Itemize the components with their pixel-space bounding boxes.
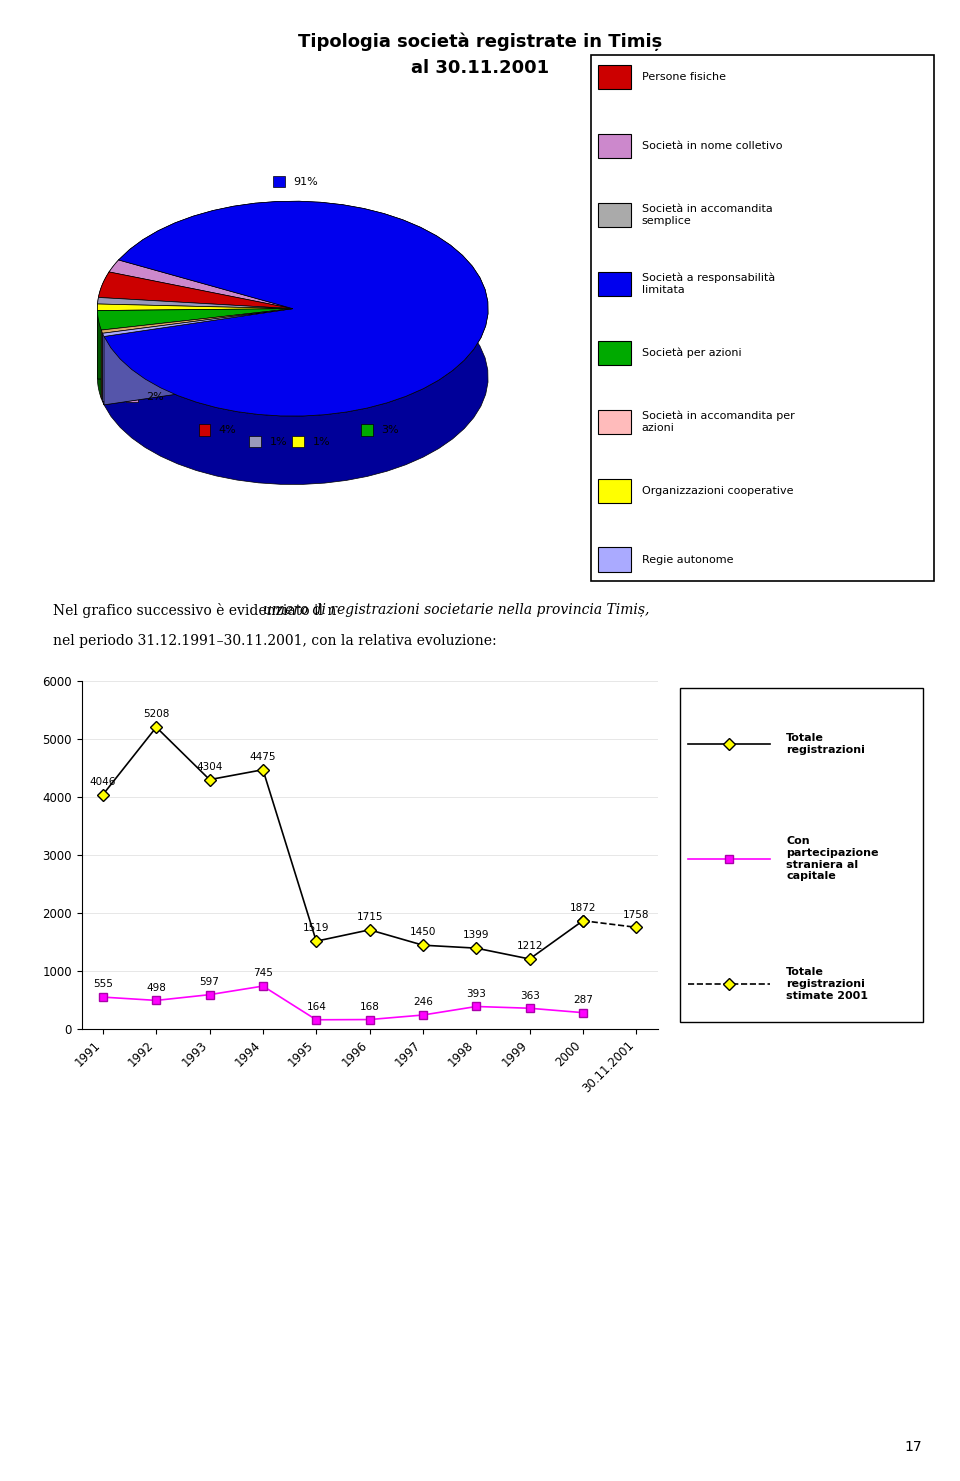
Polygon shape	[109, 273, 293, 378]
Text: umero di registrazioni societarie nella provincia Timiș,: umero di registrazioni societarie nella …	[263, 603, 650, 618]
Bar	[598, 341, 631, 364]
Text: Nel grafico successivo è evidenziato il n: Nel grafico successivo è evidenziato il …	[53, 603, 336, 618]
Text: Società in accomandita per
azioni: Società in accomandita per azioni	[641, 410, 795, 432]
Polygon shape	[98, 304, 293, 378]
Bar	[598, 135, 631, 158]
Polygon shape	[119, 261, 293, 378]
Polygon shape	[97, 304, 293, 311]
Bar	[250, 435, 261, 447]
Text: 1758: 1758	[623, 909, 650, 920]
Text: 5208: 5208	[143, 709, 170, 720]
Text: 17: 17	[904, 1441, 922, 1454]
Text: 1%: 1%	[270, 437, 287, 447]
Text: Società in accomandita
semplice: Società in accomandita semplice	[641, 204, 773, 227]
Text: 164: 164	[306, 1003, 326, 1012]
Polygon shape	[97, 308, 293, 379]
Polygon shape	[98, 298, 293, 308]
Text: al 30.11.2001: al 30.11.2001	[411, 59, 549, 77]
Text: 1212: 1212	[516, 942, 542, 951]
Polygon shape	[97, 308, 293, 330]
Polygon shape	[109, 273, 293, 378]
Bar	[273, 176, 284, 188]
Text: 1872: 1872	[569, 903, 596, 912]
Text: 498: 498	[146, 983, 166, 992]
Bar	[199, 424, 210, 435]
Text: 1450: 1450	[410, 927, 436, 937]
Text: nel periodo 31.12.1991–30.11.2001, con la relativa evoluzione:: nel periodo 31.12.1991–30.11.2001, con l…	[53, 634, 496, 647]
Bar	[598, 273, 631, 296]
Polygon shape	[97, 308, 293, 379]
Bar	[598, 410, 631, 434]
Text: Persone fisiche: Persone fisiche	[641, 73, 726, 83]
Text: Regie autonome: Regie autonome	[641, 554, 733, 564]
Polygon shape	[102, 308, 293, 333]
Text: Società per azioni: Società per azioni	[641, 348, 741, 358]
Polygon shape	[104, 308, 293, 404]
FancyBboxPatch shape	[590, 55, 933, 582]
Text: 4046: 4046	[89, 778, 116, 786]
Bar	[293, 435, 304, 447]
Polygon shape	[99, 273, 109, 366]
Polygon shape	[109, 261, 293, 308]
Text: Totale
registrazioni: Totale registrazioni	[786, 733, 865, 755]
Text: 4475: 4475	[250, 752, 276, 763]
Text: 3%: 3%	[381, 425, 398, 435]
Bar	[598, 478, 631, 502]
Text: 168: 168	[360, 1001, 379, 1012]
Bar	[598, 548, 631, 572]
Polygon shape	[97, 311, 102, 398]
Text: 1399: 1399	[463, 930, 490, 940]
Bar	[598, 203, 631, 227]
Text: 555: 555	[93, 979, 113, 989]
Text: Società a responsabilità
limitata: Società a responsabilità limitata	[641, 273, 775, 295]
Polygon shape	[99, 298, 293, 378]
Polygon shape	[103, 333, 104, 404]
Text: Società in nome colletivo: Società in nome colletivo	[641, 141, 782, 151]
Text: 91%: 91%	[293, 176, 318, 187]
Text: 287: 287	[573, 995, 593, 1006]
Text: Tipologia società registrate in Timiș: Tipologia società registrate in Timiș	[298, 33, 662, 50]
Bar	[598, 65, 631, 89]
Polygon shape	[104, 201, 488, 416]
Polygon shape	[103, 308, 293, 336]
Polygon shape	[99, 273, 293, 308]
Text: Totale
registrazioni
stimate 2001: Totale registrazioni stimate 2001	[786, 967, 868, 1001]
Text: 1519: 1519	[303, 924, 329, 933]
Text: 393: 393	[467, 989, 486, 998]
Polygon shape	[109, 261, 119, 341]
Text: 1%: 1%	[312, 437, 330, 447]
Text: Organizzazioni cooperative: Organizzazioni cooperative	[641, 486, 793, 496]
Text: 2%: 2%	[146, 391, 164, 401]
Polygon shape	[103, 308, 293, 401]
Bar	[361, 424, 372, 435]
Polygon shape	[104, 308, 293, 404]
Text: 4304: 4304	[197, 761, 223, 772]
Polygon shape	[99, 298, 293, 378]
Polygon shape	[102, 308, 293, 398]
Polygon shape	[102, 308, 293, 398]
Polygon shape	[119, 261, 293, 378]
Text: Con
partecipazione
straniera al
capitale: Con partecipazione straniera al capitale	[786, 837, 878, 881]
Polygon shape	[98, 304, 293, 378]
Text: 1715: 1715	[356, 912, 383, 923]
Bar	[127, 391, 138, 403]
Polygon shape	[103, 308, 293, 401]
Text: 745: 745	[253, 969, 273, 979]
Text: 363: 363	[519, 991, 540, 1001]
Polygon shape	[104, 201, 488, 484]
Text: 4%: 4%	[219, 425, 236, 435]
Text: 597: 597	[200, 977, 220, 986]
Text: 246: 246	[413, 997, 433, 1007]
Polygon shape	[102, 330, 103, 401]
FancyBboxPatch shape	[680, 689, 924, 1022]
